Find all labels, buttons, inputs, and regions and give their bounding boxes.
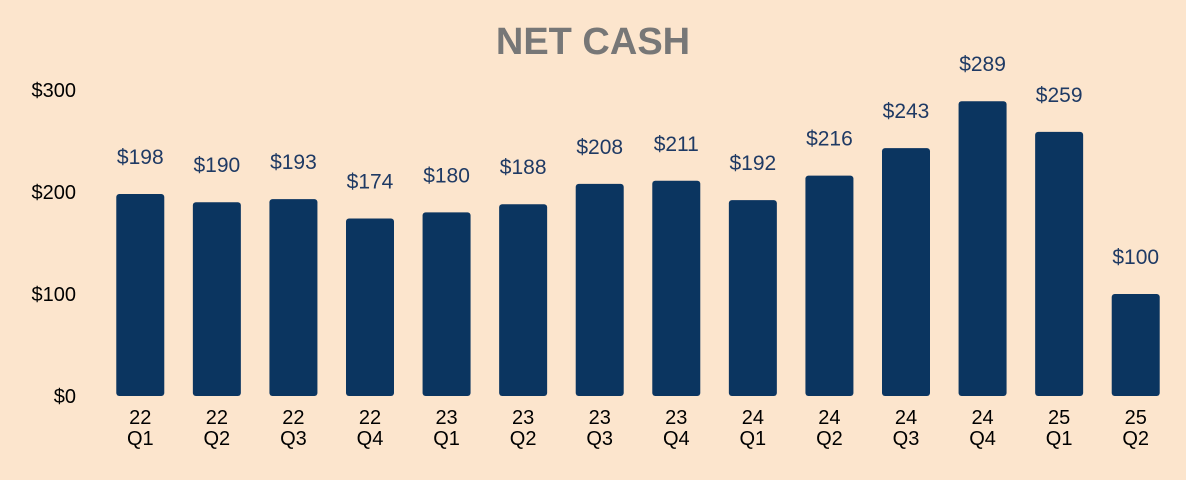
x-tick-label: 25 Q1 — [1046, 407, 1073, 450]
y-axis: $0 $100 $200 $300 — [32, 80, 77, 408]
y-tick-label: $200 — [32, 182, 77, 204]
x-tick-label: 24 Q3 — [893, 407, 920, 450]
bar — [1111, 294, 1160, 396]
bar — [1035, 131, 1084, 396]
x-tick-label: 24 Q2 — [816, 407, 843, 450]
data-label: $192 — [729, 152, 776, 175]
data-label: $198 — [117, 146, 164, 169]
data-label: $211 — [654, 133, 699, 156]
bar — [116, 194, 165, 396]
bar — [499, 204, 548, 396]
x-tick-label: 22 Q2 — [204, 407, 231, 450]
x-tick-label: 22 Q4 — [357, 407, 384, 450]
x-tick-label: 25 Q2 — [1122, 407, 1149, 450]
data-label: $243 — [883, 100, 930, 123]
x-tick-label: 22 Q3 — [280, 407, 307, 450]
bar — [805, 175, 854, 396]
x-tick-label: 23 Q1 — [433, 407, 460, 450]
bar — [958, 101, 1007, 396]
bar — [422, 212, 471, 396]
x-tick-label: 23 Q2 — [510, 407, 537, 450]
data-label: $100 — [1112, 246, 1159, 269]
bar — [728, 200, 777, 396]
y-tick-label: $300 — [32, 80, 77, 102]
data-label: $190 — [193, 154, 240, 177]
data-label: $174 — [347, 171, 394, 194]
data-label: $216 — [806, 128, 853, 151]
data-label: $193 — [270, 151, 317, 174]
data-label: $208 — [576, 136, 623, 159]
data-label: $180 — [423, 164, 470, 187]
bar — [575, 183, 624, 396]
bar — [192, 202, 241, 396]
y-tick-label: $0 — [54, 386, 76, 408]
x-tick-label: 23 Q3 — [586, 407, 613, 450]
bar — [346, 218, 394, 396]
data-label: $188 — [500, 156, 547, 179]
bar-series — [116, 101, 1160, 396]
x-tick-label: 22 Q1 — [127, 407, 154, 450]
bar — [652, 180, 701, 396]
data-labels: $198 $190 $193 $174 $180 $188 $208 $211 $192 $216… — [117, 53, 1159, 269]
x-axis: 22 Q1 22 Q2 22 Q3 22 Q4 23 Q1 23 Q2 23 Q3 23 Q4 24 Q1 24 Q2… — [127, 407, 1149, 450]
data-label: $259 — [1036, 84, 1083, 107]
y-tick-label: $100 — [32, 284, 77, 306]
chart-title: NET CASH — [496, 21, 690, 63]
data-label: $289 — [959, 53, 1006, 76]
x-tick-label: 23 Q4 — [663, 407, 690, 450]
x-tick-label: 24 Q1 — [740, 407, 767, 450]
x-tick-label: 24 Q4 — [969, 407, 996, 450]
bar — [269, 199, 318, 396]
bar — [882, 148, 930, 396]
